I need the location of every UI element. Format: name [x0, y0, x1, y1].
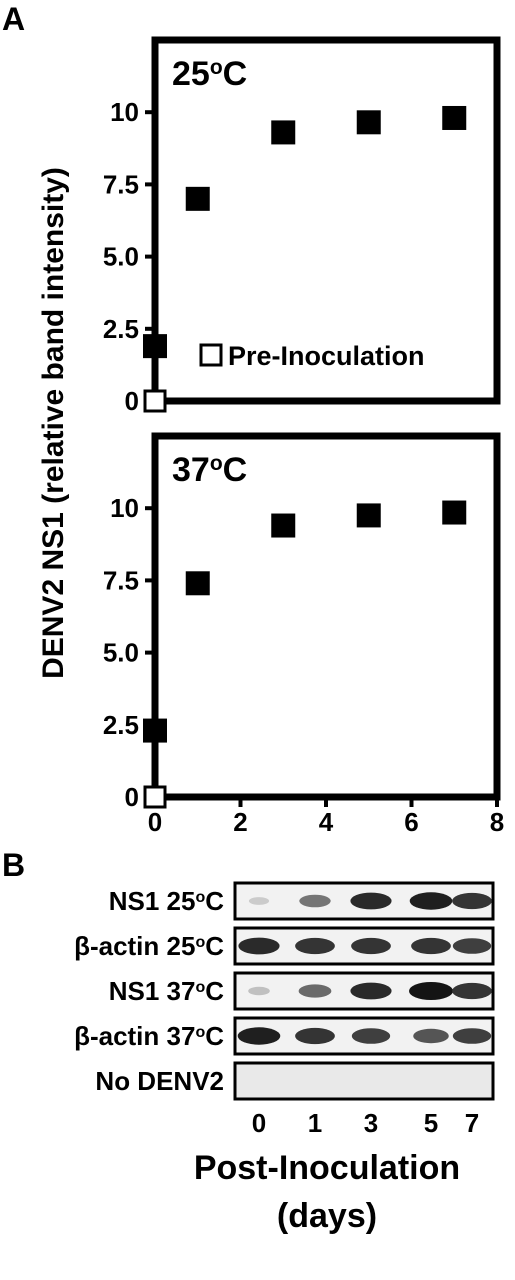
blot-row: NS1 25oC — [109, 881, 495, 921]
lane-label: 5 — [424, 1108, 438, 1138]
y-axis-label: DENV2 NS1 (relative band intensity) — [37, 167, 70, 679]
y-tick-label: 0 — [125, 386, 139, 416]
panel-b-letter: B — [2, 847, 25, 883]
blot-row-label: NS1 25oC — [109, 886, 225, 916]
blot-row: NS1 37oC — [109, 971, 495, 1011]
blot-row: β-actin 37oC — [74, 1016, 495, 1056]
y-tick-label: 2.5 — [103, 314, 139, 344]
blot-band — [452, 1028, 492, 1044]
data-point — [356, 503, 381, 528]
pre-inoculation-point — [143, 785, 167, 809]
y-tick-label: 2.5 — [103, 710, 139, 740]
y-tick-label: 5.0 — [103, 242, 139, 272]
data-point — [356, 110, 381, 135]
blot-band — [411, 937, 451, 955]
blot-x-label-line1: Post-Inoculation — [194, 1149, 460, 1187]
lane-label: 0 — [252, 1108, 266, 1138]
blot-x-label-line2: (days) — [277, 1197, 377, 1235]
x-tick-label: 0 — [148, 807, 162, 837]
x-tick-label: 2 — [233, 807, 247, 837]
blot-band — [237, 1027, 281, 1045]
blot-band — [238, 937, 280, 955]
western-blot: NS1 25oC β-actin 25oC NS1 37oC β-actin 37oC… — [74, 881, 495, 1235]
data-point — [442, 105, 467, 130]
chart-title: 25oC — [172, 55, 247, 93]
chart-25c: 0 2.5 5.0 7.5 10 25oC Pre-Inoculation — [103, 36, 501, 416]
y-tick-label: 10 — [110, 97, 139, 127]
y-tick-label: 10 — [110, 493, 139, 523]
blot-band — [299, 894, 331, 908]
blot-band — [452, 892, 492, 910]
blot-row-label: β-actin 37oC — [74, 1021, 224, 1051]
legend-label: Pre-Inoculation — [228, 341, 425, 371]
blot-band — [409, 892, 453, 910]
blot-band — [350, 892, 392, 910]
blot-row-label: No DENV2 — [95, 1066, 224, 1096]
y-tick-label: 5.0 — [103, 638, 139, 668]
blot-band — [351, 1028, 391, 1044]
blot-row: β-actin 25oC — [74, 926, 495, 966]
blot-row-label: β-actin 25oC — [74, 931, 224, 961]
data-point — [271, 513, 296, 538]
x-tick-label: 8 — [490, 807, 504, 837]
blot-strip — [233, 1061, 495, 1101]
chart-title: 37oC — [172, 451, 247, 489]
blot-band — [351, 937, 391, 955]
blot-band — [350, 982, 392, 1000]
lane-label: 1 — [308, 1108, 322, 1138]
y-tick-label: 7.5 — [103, 565, 139, 595]
data-point — [442, 500, 467, 525]
blot-band — [248, 986, 270, 996]
data-point — [271, 120, 296, 145]
blot-band — [295, 937, 335, 955]
blot-band — [295, 1027, 335, 1045]
plot-frame — [151, 36, 501, 405]
pre-inoculation-point — [143, 389, 167, 413]
lane-label: 7 — [465, 1108, 479, 1138]
plot-frame — [151, 432, 501, 801]
data-point — [143, 718, 167, 743]
data-point — [185, 571, 210, 596]
blot-row: No DENV2 — [95, 1061, 495, 1101]
blot-band — [409, 982, 453, 1000]
blot-band — [452, 938, 492, 954]
panel-a-letter: A — [2, 1, 25, 37]
x-tick-label: 6 — [404, 807, 418, 837]
data-point — [185, 186, 210, 211]
blot-band — [248, 897, 270, 905]
blot-band — [452, 982, 492, 1000]
y-tick-label: 0 — [125, 782, 139, 812]
chart-37c: 0 2.5 5.0 7.5 10 0 2 4 6 8 37oC — [103, 432, 504, 837]
lane-label: 3 — [364, 1108, 378, 1138]
x-tick-label: 4 — [319, 807, 334, 837]
y-tick-label: 7.5 — [103, 169, 139, 199]
blot-band — [298, 984, 332, 998]
legend-marker — [199, 343, 223, 367]
data-point — [143, 334, 167, 359]
blot-row-label: NS1 37oC — [109, 976, 225, 1006]
blot-band — [413, 1028, 449, 1044]
